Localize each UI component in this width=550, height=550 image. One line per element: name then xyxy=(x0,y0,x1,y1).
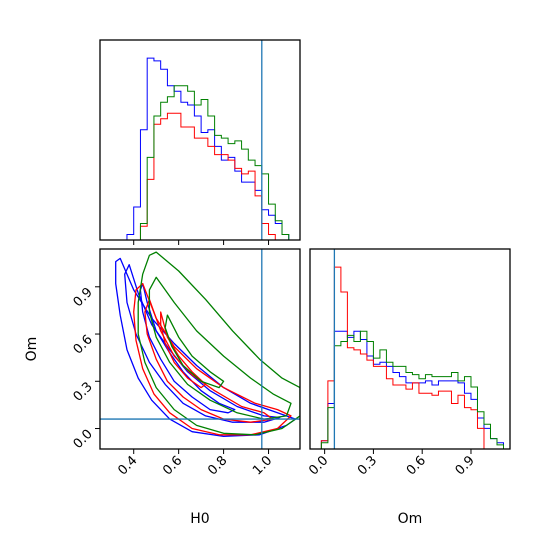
y-tick-label: 0.9 xyxy=(71,285,96,310)
contour-green-level-3 xyxy=(137,251,300,436)
x-tick-label: 0.4 xyxy=(115,453,140,478)
x-axis-label-om: Om xyxy=(398,511,423,527)
y-axis-label-om: Om xyxy=(24,337,40,362)
histogram-step-red xyxy=(100,112,296,240)
histogram-om-panel: 0.0 0.3 0.6 0.9 Om xyxy=(306,248,511,527)
histogram-step-green xyxy=(314,330,504,449)
contour-green-level-1 xyxy=(164,314,225,389)
contour-h0-om-panel: 0.4 0.6 0.8 1.0 0.0 0.3 0.6 0.9 H0 Om xyxy=(24,248,301,527)
y-tick-label: 0.3 xyxy=(71,380,96,405)
x-tick-label: 0.8 xyxy=(205,453,230,478)
contour-blue-level-3 xyxy=(115,257,297,438)
histogram-step-green xyxy=(100,85,296,240)
contour-blue-level-2 xyxy=(124,264,281,423)
x-tick-label: 0.0 xyxy=(306,453,331,478)
x-tick-label: 1.0 xyxy=(250,453,275,478)
histogram-step-blue xyxy=(314,330,504,449)
x-tick-label: 0.3 xyxy=(355,453,380,478)
y-tick-label: 0.6 xyxy=(71,332,96,357)
y-tick-label: 0.0 xyxy=(71,427,96,452)
x-tick-label: 0.6 xyxy=(404,453,429,478)
contour-blue-level-1 xyxy=(139,282,236,414)
x-tick-label: 0.6 xyxy=(160,453,185,478)
histogram-om-frame xyxy=(309,248,511,450)
x-tick-label: 0.9 xyxy=(453,453,478,478)
histogram-h0-panel xyxy=(99,39,301,245)
contour-frame xyxy=(99,248,301,450)
histogram-h0-frame xyxy=(99,39,301,241)
x-axis-label-h0: H0 xyxy=(190,511,209,527)
histogram-step-blue xyxy=(100,57,296,240)
histogram-step-red xyxy=(314,266,504,449)
